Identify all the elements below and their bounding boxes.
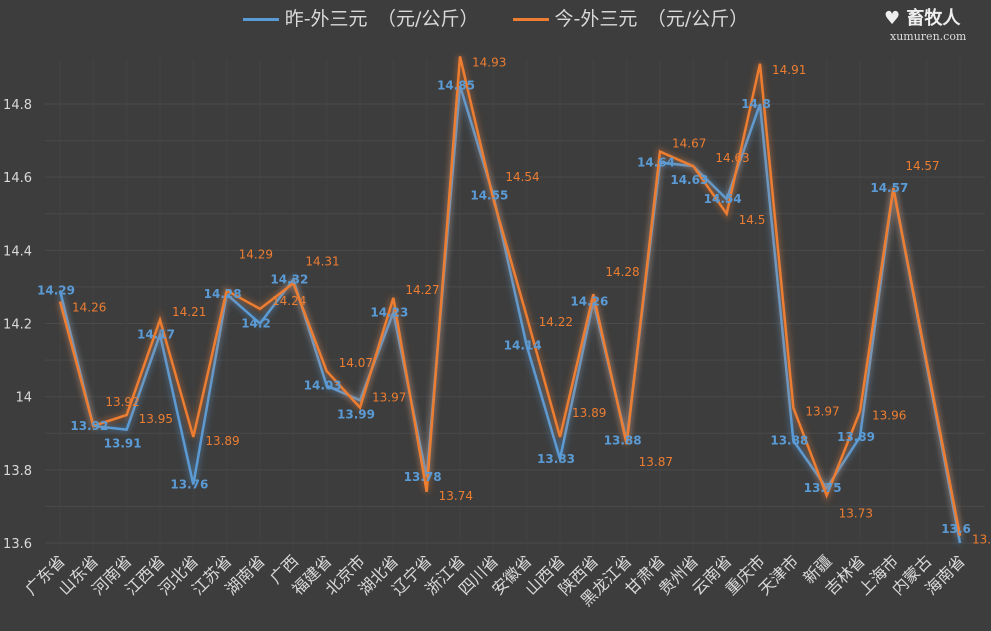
data-label: 13.89	[837, 430, 875, 444]
data-label: 14.2	[241, 317, 271, 331]
data-label: 13.87	[639, 455, 673, 469]
data-label: 13.95	[139, 412, 173, 426]
data-label: 14.26	[72, 301, 106, 315]
data-label: 14.26	[570, 295, 608, 309]
data-label: 13.88	[604, 434, 642, 448]
legend-swatch	[512, 18, 549, 21]
watermark-site: xumuren.com	[890, 30, 967, 43]
data-label: 14.54	[505, 170, 539, 184]
data-label: 13.97	[805, 405, 839, 419]
data-label: 13.83	[537, 452, 575, 466]
data-label: 14.5	[739, 213, 766, 227]
data-label: 13.88	[770, 434, 808, 448]
data-label: 14.57	[870, 181, 908, 195]
data-label: 13.78	[404, 470, 442, 484]
data-label: 14.28	[605, 265, 639, 279]
data-label: 14.91	[772, 63, 806, 77]
data-label: 14.27	[405, 283, 439, 297]
data-label: 14.67	[672, 137, 706, 151]
data-label: 14.22	[539, 315, 573, 329]
data-label: 14.28	[204, 287, 242, 301]
data-label: 14.63	[670, 173, 708, 187]
y-tick-label: 14.8	[3, 98, 32, 113]
legend-swatch	[242, 18, 279, 21]
data-label: 14.85	[437, 79, 475, 93]
legend-item-yesterday: 昨-外三元 （元/公斤）	[242, 8, 479, 30]
data-label: 14.23	[370, 306, 408, 320]
data-label: 14.29	[239, 248, 273, 262]
data-label: 14.93	[472, 55, 506, 69]
data-label: 13.75	[804, 481, 842, 495]
data-label: 14.57	[905, 159, 939, 173]
data-label: 14.24	[272, 294, 306, 308]
data-label: 14.63	[715, 151, 749, 165]
data-label: 14.07	[339, 356, 373, 370]
data-label: 14.29	[37, 284, 75, 298]
data-label: 14.32	[270, 273, 308, 287]
series-line-today	[58, 56, 962, 536]
watermark-logo: ♥ 畜牧人	[884, 8, 961, 29]
data-label: 14.14	[504, 338, 542, 352]
data-label: 14.17	[137, 327, 175, 341]
y-tick-label: 14.2	[3, 318, 32, 333]
data-label: 13.89	[205, 434, 239, 448]
chart-legend: 昨-外三元 （元/公斤） 今-外三元 （元/公斤）	[0, 4, 991, 31]
data-label: 14.21	[172, 305, 206, 319]
data-label: 13.89	[572, 406, 606, 420]
y-tick-label: 13.6	[3, 537, 32, 552]
legend-label: 昨-外三元 （元/公斤）	[284, 8, 479, 30]
data-label: 14.54	[704, 192, 742, 206]
data-label: 13.76	[170, 477, 208, 491]
y-tick-label: 14	[15, 391, 32, 406]
data-label: 14.03	[304, 379, 342, 393]
y-tick-label: 13.8	[3, 464, 32, 479]
data-label: 13.96	[872, 408, 906, 422]
data-label: 13.74	[439, 489, 473, 503]
data-label: 13.97	[372, 391, 406, 405]
data-label: 13.91	[104, 437, 142, 451]
y-tick-label: 14.4	[3, 244, 32, 259]
data-label: 13.73	[839, 506, 873, 520]
data-label: 14.64	[637, 156, 675, 170]
data-label: 13.99	[337, 407, 375, 421]
data-label: 13.92	[105, 395, 139, 409]
data-label: 14.55	[470, 188, 508, 202]
legend-label: 今-外三元 （元/公斤）	[554, 8, 749, 30]
y-tick-label: 14.6	[3, 171, 32, 186]
legend-item-today: 今-外三元 （元/公斤）	[512, 8, 749, 30]
data-label: 14.8	[741, 97, 771, 111]
data-label: 13.6	[941, 522, 971, 536]
data-label: 13.62	[972, 533, 991, 547]
data-label: 14.31	[305, 254, 339, 268]
data-label: 13.92	[70, 419, 108, 433]
